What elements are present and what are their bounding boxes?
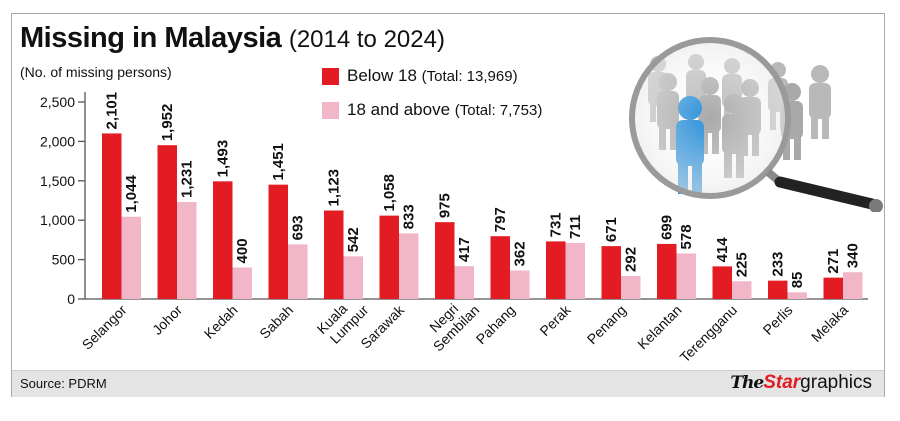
bar-value-label: 400 xyxy=(234,238,251,263)
legend-swatch-red xyxy=(322,67,339,85)
legend-label: Below 18 xyxy=(347,66,417,85)
bar-value-label: 340 xyxy=(845,243,862,268)
x-category-label: Selangor xyxy=(79,302,130,353)
bar-value-label: 1,493 xyxy=(215,140,232,178)
bar-below-18 xyxy=(657,243,677,299)
x-category-label: Penang xyxy=(584,302,629,347)
legend-item-below-18: Below 18 (Total: 13,969) xyxy=(322,66,518,86)
source-text: Source: PDRM xyxy=(20,376,107,391)
legend-total: (Total: 13,969) xyxy=(421,67,518,85)
bar-18-and-above xyxy=(343,256,363,299)
bar-18-and-above xyxy=(177,201,197,299)
bar-value-label: 1,231 xyxy=(179,160,196,198)
bar-value-label: 797 xyxy=(492,207,509,232)
y-tick-label: 1,500 xyxy=(40,173,75,189)
bar-value-label: 693 xyxy=(290,215,307,240)
bar-value-label: 1,044 xyxy=(123,175,140,213)
bar-below-18 xyxy=(601,246,621,299)
bar-18-and-above xyxy=(232,267,252,299)
bar-below-18 xyxy=(379,215,399,299)
bar-value-label: 362 xyxy=(512,241,529,266)
bar-below-18 xyxy=(268,184,288,299)
legend-total: (Total: 7,753) xyxy=(454,101,543,119)
bar-value-label: 233 xyxy=(770,252,787,277)
x-category-label: Sabah xyxy=(256,302,296,342)
y-tick-label: 1,000 xyxy=(40,212,75,228)
footer: Source: PDRM TheStargraphics xyxy=(12,370,884,397)
bar-value-label: 833 xyxy=(401,204,418,229)
legend-swatch-pink xyxy=(322,101,339,119)
bar-below-18 xyxy=(490,236,510,299)
y-tick-label: 500 xyxy=(52,252,76,268)
y-tick-label: 2,000 xyxy=(40,133,75,149)
bar-below-18 xyxy=(823,277,843,299)
bar-value-label: 1,123 xyxy=(326,169,343,207)
bar-value-label: 292 xyxy=(623,247,640,272)
bar-18-and-above xyxy=(399,233,419,299)
bar-18-and-above xyxy=(121,216,141,299)
bar-value-label: 1,058 xyxy=(381,174,398,212)
bar-value-label: 271 xyxy=(825,249,842,274)
bar-value-label: 2,101 xyxy=(104,92,121,130)
bar-below-18 xyxy=(712,266,732,299)
bar-value-label: 414 xyxy=(714,237,731,263)
the-star-graphics-logo: TheStargraphics xyxy=(730,372,872,393)
y-tick-label: 2,500 xyxy=(40,94,75,110)
y-axis-unit-label: (No. of missing persons) xyxy=(20,64,172,80)
bar-18-and-above xyxy=(454,266,474,299)
x-category-label: Perlis xyxy=(760,302,796,338)
bar-below-18 xyxy=(324,210,344,299)
chart-title: Missing in Malaysia (2014 to 2024) xyxy=(20,22,445,55)
bar-18-and-above xyxy=(843,272,863,299)
bar-below-18 xyxy=(435,222,455,299)
bar-value-label: 1,952 xyxy=(159,104,176,142)
bar-below-18 xyxy=(768,280,788,299)
x-category-label: Kelantan xyxy=(634,302,684,352)
x-category-label: Johor xyxy=(149,302,185,338)
bar-value-label: 731 xyxy=(548,212,565,237)
magnifying-glass-crowd-icon xyxy=(629,37,883,212)
y-tick-label: 0 xyxy=(67,291,75,307)
bar-value-label: 1,451 xyxy=(270,143,287,181)
bar-18-and-above xyxy=(787,292,807,299)
bar-value-label: 542 xyxy=(345,227,362,252)
bar-value-label: 671 xyxy=(603,217,620,242)
bar-value-label: 975 xyxy=(437,193,454,218)
x-category-label: Pahang xyxy=(473,302,518,347)
x-category-label: Melaka xyxy=(808,302,851,345)
x-category-label: NegriSembilan xyxy=(419,290,483,354)
title-subtitle: (2014 to 2024) xyxy=(288,26,445,53)
x-category-label: Kedah xyxy=(201,302,241,342)
bar-value-label: 225 xyxy=(734,252,751,277)
bar-below-18 xyxy=(546,241,566,299)
bar-18-and-above xyxy=(621,275,641,299)
bar-value-label: 699 xyxy=(659,215,676,240)
bar-value-label: 85 xyxy=(789,272,806,289)
bar-value-label: 711 xyxy=(567,215,584,239)
bar-value-label: 417 xyxy=(456,237,473,262)
bar-below-18 xyxy=(213,181,233,299)
bar-18-and-above xyxy=(732,281,752,299)
bar-18-and-above xyxy=(510,270,530,299)
legend-item-18-and-above: 18 and above (Total: 7,753) xyxy=(322,100,542,120)
x-category-label: Terengganu xyxy=(677,302,741,366)
title-main: Missing in Malaysia xyxy=(20,22,282,54)
bar-18-and-above xyxy=(676,253,696,299)
legend-label: 18 and above xyxy=(347,100,451,119)
bar-18-and-above xyxy=(288,244,308,299)
bar-below-18 xyxy=(157,145,177,299)
bar-18-and-above xyxy=(565,242,585,299)
x-category-label: Perak xyxy=(536,301,574,339)
bar-below-18 xyxy=(102,133,122,299)
bar-value-label: 578 xyxy=(678,224,695,249)
